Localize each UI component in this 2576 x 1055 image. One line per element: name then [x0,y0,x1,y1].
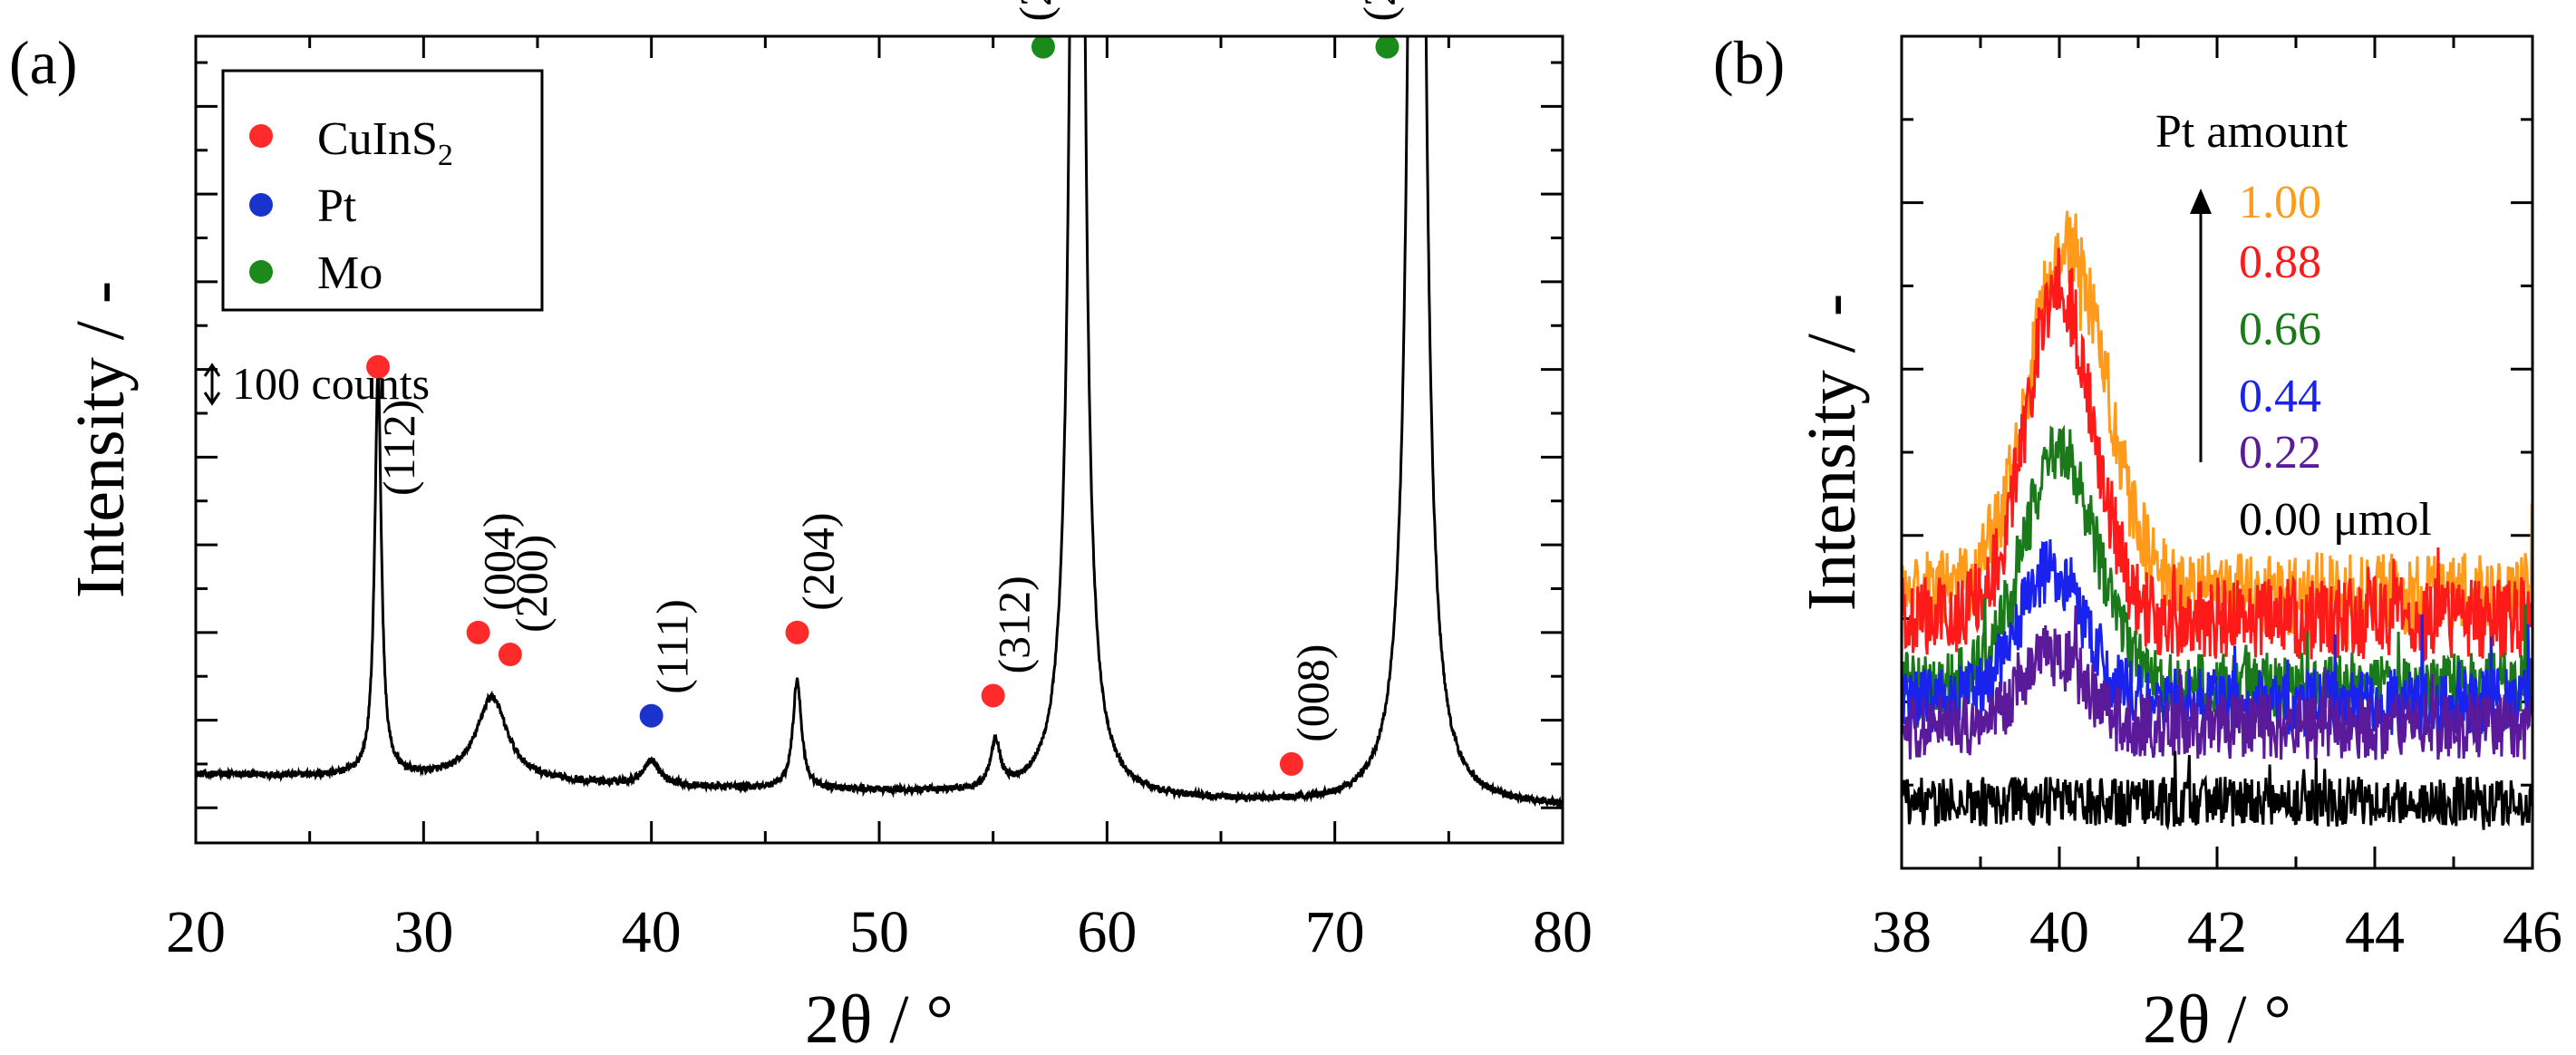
peak-marker-cuins2 [366,354,391,379]
peak-marker-mo [1031,34,1055,59]
panel-b-x-axis-label: 2θ / ° [2143,982,2291,1055]
series-line-0-88 [1902,247,2532,663]
legend-arrow-up-icon [2190,189,2212,214]
peak-marker-cuins2 [1279,751,1303,776]
panel-a-x-tick-label: 20 [166,899,226,965]
peak-marker-cuins2 [466,620,490,644]
panel-b-legend-item-last: 0.00 μmol [2239,494,2432,546]
panel-b-axes-frame [1900,34,2534,870]
panel-b-legend-item: 0.44 [2239,371,2321,422]
panel-b-x-tick-label: 38 [1872,899,1932,965]
panel-a-x-axis-label: 2θ / ° [805,982,954,1055]
panel-a-x-tick-label: 80 [1533,899,1593,965]
legend-label-cuins2: CuInS2 [317,113,453,172]
peak-label: (004) [474,513,525,611]
panel-b-legend-item: 0.22 [2239,427,2321,479]
peak-label: (204) [793,513,844,611]
panel-b-x-tick-label: 46 [2503,899,2562,965]
series-line-0-66 [1902,424,2532,728]
peak-label: (200) [506,535,557,633]
panel-a-x-tick-label: 50 [849,899,909,965]
panel-label-b: (b) [1713,28,1785,97]
panel-b-legend-item: 0.66 [2239,304,2321,355]
peak-marker-cuins2 [785,620,809,644]
panel-b-legend-title: Pt amount [2155,106,2348,158]
peak-label: (312) [989,576,1040,673]
peak-marker-cuins2 [981,683,1005,708]
panel-a-tick-labels: 20 30 40 50 60 70 80 [166,899,1593,965]
panel-a-x-tick-label: 70 [1305,899,1365,965]
panel-a-legend-box [221,69,544,312]
peak-label: (008) [1287,644,1338,742]
scale-bar-arrow-icon [203,363,221,406]
panel-b-legend-item: 0.88 [2239,237,2321,288]
panel-a-x-tick-label: 60 [1077,899,1137,965]
panel-b-y-axis-label: Intensity / - [1794,294,1870,611]
peak-marker-mo [1375,34,1399,59]
panel-label-a: (a) [9,28,77,97]
panel-b-x-tick-label: 44 [2345,899,2405,965]
panel-a-peak-markers: (112)(004)(200)(111)(204)(312)(200)(008)… [366,0,1404,776]
panel-b-x-tick-label: 42 [2187,899,2247,965]
peak-label: (112) [373,400,424,496]
legend-marker-mo [249,260,273,284]
panel-a-legend: CuInS2 Pt Mo [221,69,544,312]
peak-marker-pt [639,703,663,728]
peak-label: (200) [1010,0,1060,22]
panel-a-x-tick-label: 40 [622,899,682,965]
panel-a-axes-frame [194,34,1564,845]
legend-marker-cuins2 [249,124,273,148]
series-line-0-22 [1902,605,2532,760]
peak-label: (111) [647,599,698,694]
panel-b-series-lines [1902,210,2532,831]
panel-b-legend-item: 1.00 [2239,177,2321,228]
scale-bar: 100 counts [203,358,430,409]
series-line-0-00 [1902,750,2532,831]
panel-b-chart: 38 40 42 44 46 Pt amount 1.00 0.88 0.66 0.44… [1794,34,2562,1055]
scale-bar-label: 100 counts [232,358,430,409]
panel-a-x-tick-label: 30 [393,899,453,965]
peak-marker-cuins2 [498,643,522,667]
legend-label-mo: Mo [317,247,383,299]
panel-b-legend: Pt amount 1.00 0.88 0.66 0.44 0.22 0.00 … [2155,106,2432,546]
panel-a-chart: 20 30 40 50 60 70 80 (112)(004)(200)(111)(204)… [63,0,1593,1055]
panel-b-x-tick-label: 40 [2029,899,2089,965]
legend-marker-pt [249,193,273,217]
legend-label-pt: Pt [317,180,357,232]
panel-a-y-axis-label: Intensity / - [63,281,139,598]
panel-b-tick-labels: 38 40 42 44 46 [1872,899,2562,965]
peak-label: (211) [1353,0,1404,22]
panel-a-series-line [196,36,1563,809]
